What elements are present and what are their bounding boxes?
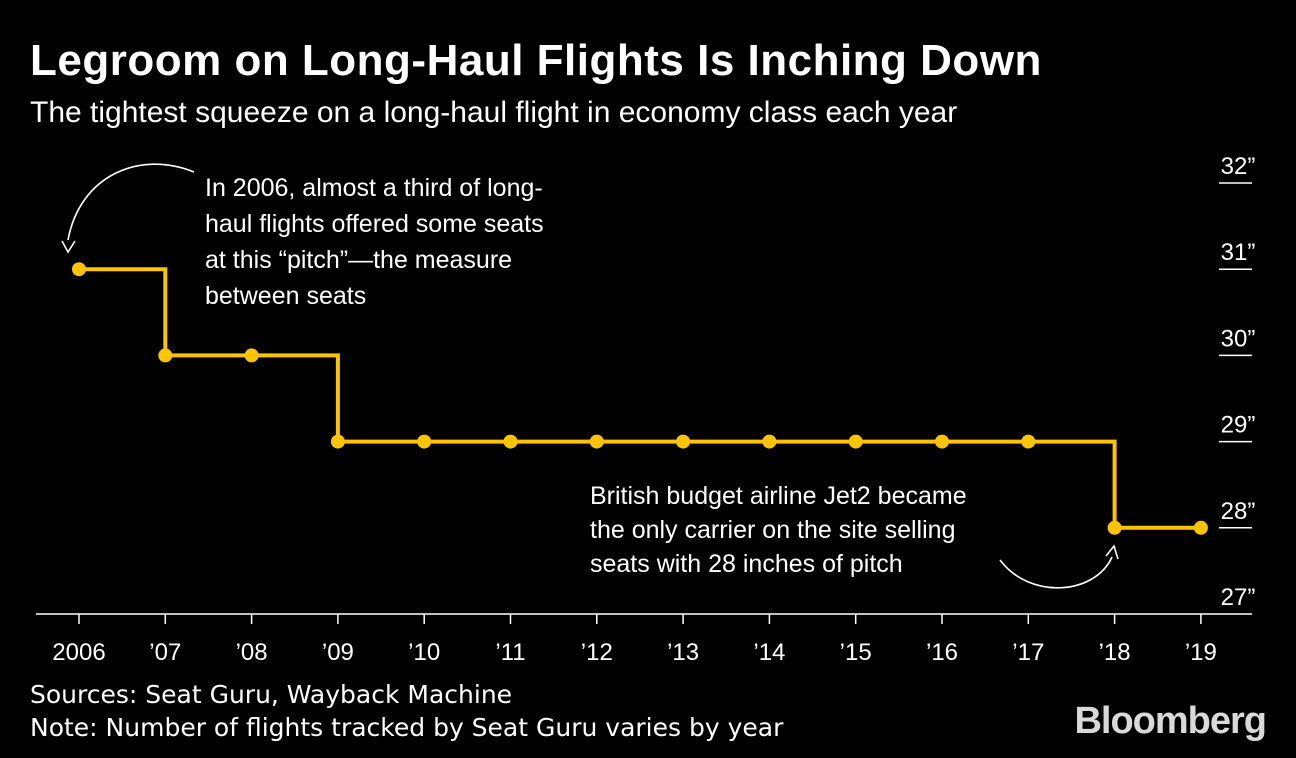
flights-note: Note: Number of flights tracked by Seat … xyxy=(30,713,784,742)
data-point xyxy=(935,434,949,449)
sources-note: Sources: Seat Guru, Wayback Machine xyxy=(30,680,513,709)
data-point xyxy=(762,434,777,449)
annotation-arrowhead-2018 xyxy=(1105,544,1119,560)
y-tick-label: 29” xyxy=(1221,412,1256,439)
data-point xyxy=(417,434,432,449)
chart-subtitle: The tightest squeeze on a long-haul flig… xyxy=(30,96,958,129)
annotations: In 2006, almost a third of long-haul fli… xyxy=(61,163,1119,589)
annotation-text-2018: British budget airline Jet2 became the on… xyxy=(590,482,967,578)
annotation-line: British budget airline Jet2 became xyxy=(590,482,967,510)
x-tick-label: ’08 xyxy=(236,639,268,666)
chart-title: Legroom on Long-Haul Flights Is Inching … xyxy=(30,36,1042,85)
annotation-arrowhead-2006 xyxy=(61,240,76,254)
annotation-line: seats with 28 inches of pitch xyxy=(590,550,903,578)
annotation-line: haul flights offered some seats xyxy=(205,210,544,238)
data-point xyxy=(330,434,345,449)
y-tick-label: 27” xyxy=(1221,584,1256,611)
x-tick-label: ’17 xyxy=(1012,639,1044,666)
annotation-line: at this “pitch”—the measure xyxy=(205,246,512,274)
data-point xyxy=(589,434,604,449)
x-tick-label: ’10 xyxy=(408,639,440,666)
data-point xyxy=(72,262,86,277)
y-axis: 27” 28” 29” 30” 31” 32” xyxy=(1219,153,1255,611)
x-tick-label: ’19 xyxy=(1185,639,1217,666)
y-tick-label: 32” xyxy=(1221,153,1256,180)
x-tick-label: ’07 xyxy=(149,639,181,666)
data-point xyxy=(1193,520,1208,535)
annotation-line: the only carrier on the site selling xyxy=(590,516,955,544)
x-tick-label: ’13 xyxy=(667,639,699,666)
annotation-line: In 2006, almost a third of long- xyxy=(205,174,543,202)
bloomberg-logo: Bloomberg xyxy=(1074,700,1267,742)
annotation-line: between seats xyxy=(205,282,366,310)
data-point xyxy=(244,348,259,363)
x-tick-label: ’12 xyxy=(581,639,613,666)
data-point xyxy=(676,434,691,449)
x-tick-label: ’11 xyxy=(495,639,525,666)
legroom-series xyxy=(72,262,1208,535)
x-tick-label: ’14 xyxy=(753,639,785,666)
annotation-arrow-2018 xyxy=(999,556,1113,589)
data-point xyxy=(1107,520,1122,535)
x-tick-label: 2006 xyxy=(52,639,105,666)
x-axis: 2006 ’07 ’08 ’09 ’10 ’11 ’12 ’13 ’14 ’15 ’16 ’17 ’18… xyxy=(36,613,1252,666)
data-point xyxy=(848,434,863,449)
x-tick-label: ’18 xyxy=(1099,639,1131,666)
x-tick-label: ’15 xyxy=(840,639,872,666)
x-tick-label: ’09 xyxy=(322,639,354,666)
data-point xyxy=(1021,434,1036,449)
data-point xyxy=(503,434,518,449)
annotation-text-2006: In 2006, almost a third of long-haul fli… xyxy=(205,174,544,310)
y-tick-label: 28” xyxy=(1221,498,1256,525)
y-tick-label: 30” xyxy=(1221,325,1256,352)
y-tick-label: 31” xyxy=(1221,239,1256,266)
x-tick-label: ’16 xyxy=(926,639,958,666)
data-point xyxy=(158,348,173,363)
annotation-arrow-2006 xyxy=(67,163,195,241)
